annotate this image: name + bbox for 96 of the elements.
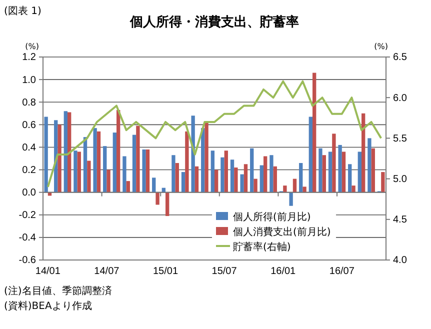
bar [77, 152, 81, 192]
y-tick-label: -0.6 [18, 255, 36, 266]
text: (図表 1) [4, 5, 42, 17]
bar [371, 148, 375, 192]
bar [250, 148, 254, 192]
y-tick-label: -0.4 [18, 232, 36, 244]
bar [146, 149, 150, 192]
bar [358, 152, 362, 192]
bar [68, 112, 72, 192]
bar [308, 116, 312, 192]
bar [142, 149, 146, 192]
y2-axis-title: (%) [374, 42, 388, 51]
x-tick-label: 14/07 [94, 266, 120, 277]
bar [368, 138, 372, 192]
bar [83, 137, 88, 192]
bar [204, 121, 208, 192]
bar [220, 157, 224, 192]
x-tick-label: 16/07 [329, 266, 355, 277]
y2-tick-label: 6.5 [393, 52, 408, 64]
text: (資料)BEAより作成 [4, 300, 92, 312]
bar [260, 165, 264, 192]
y-axis-title: (%) [25, 42, 39, 51]
bar [156, 192, 160, 205]
legend-label: 貯蓄率(右軸) [233, 241, 291, 253]
x-tick-label: 15/07 [212, 266, 238, 277]
bar [103, 146, 107, 192]
bar [93, 128, 97, 192]
bar [58, 124, 62, 192]
legend-label: 個人消費支出(前月比) [233, 226, 331, 238]
text: (注)名目値、季節調整済 [4, 285, 112, 297]
bar [191, 116, 195, 192]
bar [112, 132, 116, 192]
bar [87, 160, 91, 192]
y2-tick-label: 4.5 [393, 214, 408, 226]
bar [244, 164, 248, 192]
y2-tick-label: 4.0 [393, 255, 408, 266]
x-tick-label: 14/01 [35, 266, 61, 277]
bar [289, 192, 293, 206]
bar [270, 155, 274, 192]
y-tick-label: 1.0 [22, 74, 36, 86]
bar [362, 113, 366, 192]
bar [348, 164, 352, 192]
bar [338, 144, 342, 192]
bar [328, 152, 332, 192]
y-tick-label: 0.8 [22, 97, 36, 108]
x-tick-label: 16/01 [270, 266, 296, 277]
bar [240, 174, 244, 192]
bar [64, 111, 68, 192]
bar [230, 160, 234, 192]
bar [175, 163, 179, 192]
bar [312, 72, 316, 192]
line-series [46, 80, 382, 188]
bar [44, 116, 48, 192]
bar [273, 166, 277, 192]
bar [283, 186, 287, 192]
y-tick-label: 0.0 [22, 188, 36, 199]
bar [172, 155, 176, 192]
bar [214, 170, 218, 192]
bar [122, 156, 126, 192]
bar [332, 134, 336, 192]
bar [322, 155, 326, 192]
bar [194, 166, 199, 192]
y-tick-label: 1.2 [22, 52, 36, 64]
bar [264, 156, 268, 192]
y-tick-label: 0.4 [22, 142, 36, 154]
bar [381, 172, 385, 192]
y2-tick-label: 6.0 [393, 92, 408, 104]
y-tick-label: 0.6 [22, 120, 36, 131]
bar [318, 148, 322, 192]
bar [299, 163, 303, 192]
bar [292, 178, 297, 192]
bar [302, 186, 306, 192]
bar [96, 131, 101, 192]
bar [254, 178, 258, 192]
x-tick-label: 15/01 [152, 266, 178, 277]
bar [106, 170, 110, 192]
bar [234, 168, 238, 192]
y-tick-label: 0.2 [22, 164, 36, 176]
bar [181, 172, 186, 192]
bar [185, 131, 189, 192]
bar [352, 186, 356, 192]
y2-tick-label: 5.5 [393, 133, 408, 144]
bar [224, 150, 228, 192]
y2-tick-label: 5.0 [393, 174, 408, 185]
bar [166, 192, 170, 216]
bar [74, 150, 78, 192]
bar [342, 152, 346, 192]
legend-label: 個人所得(前月比) [233, 211, 311, 223]
y-tick-label: -0.2 [18, 210, 36, 222]
bar [210, 150, 214, 192]
bar [116, 110, 120, 192]
bar [126, 181, 130, 192]
bar [136, 126, 140, 192]
bar [152, 178, 156, 192]
chart-title: 個人所得・消費支出、貯蓄率 [129, 14, 299, 30]
bar [132, 134, 136, 192]
